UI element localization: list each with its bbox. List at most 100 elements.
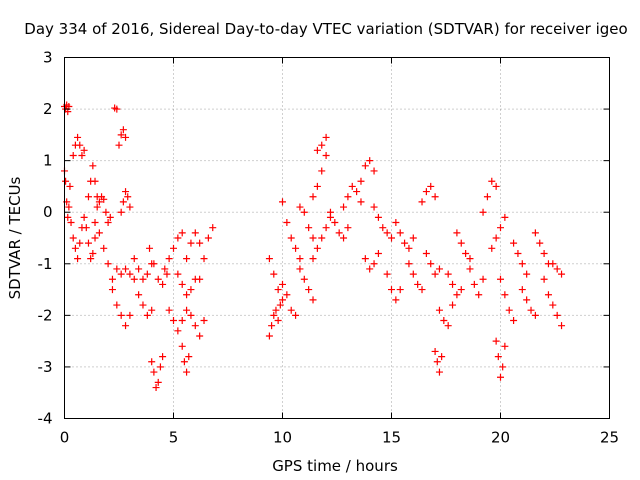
- data-point: [91, 177, 99, 185]
- data-point: [209, 224, 217, 232]
- data-point: [540, 249, 548, 257]
- data-point: [156, 363, 164, 371]
- data-point: [497, 275, 504, 283]
- data-point: [296, 265, 304, 273]
- data-point: [449, 301, 457, 309]
- data-point: [466, 255, 474, 263]
- data-point: [361, 162, 369, 170]
- data-point: [549, 260, 557, 268]
- data-point: [370, 203, 378, 211]
- data-point: [296, 255, 304, 263]
- grid: [64, 57, 610, 419]
- data-point: [309, 296, 317, 304]
- data-point: [187, 311, 195, 319]
- data-point: [279, 280, 286, 288]
- data-point: [331, 219, 339, 227]
- data-point: [553, 265, 561, 273]
- y-tick-label: -3: [38, 358, 53, 376]
- data-point: [435, 306, 443, 314]
- data-point: [479, 208, 487, 216]
- data-point: [558, 270, 566, 278]
- data-point: [154, 378, 162, 386]
- data-point: [457, 239, 465, 247]
- data-point: [78, 151, 86, 159]
- data-point: [536, 239, 544, 247]
- data-point: [283, 291, 291, 299]
- data-point: [187, 239, 195, 247]
- data-point: [119, 198, 127, 206]
- data-point: [170, 317, 177, 325]
- data-point: [143, 311, 151, 319]
- data-point: [497, 373, 504, 381]
- data-point: [163, 270, 171, 278]
- data-point: [113, 105, 121, 113]
- data-point: [427, 182, 435, 190]
- x-tick-label: 15: [382, 429, 401, 447]
- data-point: [108, 286, 116, 294]
- data-point: [405, 244, 413, 252]
- data-point: [124, 193, 132, 201]
- data-point: [76, 239, 84, 247]
- data-point: [183, 368, 191, 376]
- data-point: [392, 296, 400, 304]
- data-point: [453, 229, 461, 237]
- data-point: [374, 213, 382, 221]
- data-point: [272, 306, 280, 314]
- data-point: [309, 234, 317, 242]
- data-point: [87, 255, 95, 263]
- data-point: [322, 224, 330, 232]
- data-point: [313, 182, 321, 190]
- data-point: [64, 213, 72, 221]
- data-point: [531, 229, 539, 237]
- data-point: [115, 141, 123, 149]
- data-point: [501, 342, 509, 350]
- data-point: [309, 255, 317, 263]
- data-point: [492, 182, 500, 190]
- data-point: [357, 177, 365, 185]
- y-tick-label: 2: [43, 100, 53, 118]
- data-point: [106, 213, 114, 221]
- data-point: [154, 275, 162, 283]
- data-point: [268, 322, 276, 330]
- y-axis-title: SDTVAR / TECUs: [6, 176, 24, 299]
- data-point: [292, 311, 300, 319]
- data-point: [200, 255, 208, 263]
- data-point: [174, 270, 182, 278]
- data-point: [113, 265, 121, 273]
- data-point: [152, 384, 160, 392]
- data-point: [374, 249, 382, 257]
- data-point: [65, 203, 73, 211]
- data-point: [444, 270, 452, 278]
- data-point: [523, 296, 531, 304]
- data-point: [505, 306, 513, 314]
- data-point: [165, 255, 173, 263]
- data-point: [409, 234, 417, 242]
- data-point: [117, 208, 125, 216]
- data-point: [113, 301, 121, 309]
- y-tick-label: -4: [38, 410, 53, 428]
- data-point: [82, 224, 90, 232]
- data-point: [414, 280, 422, 288]
- axis-ticks: 0 5 10 15 20 25 -4 -3 -2 -1 0 1 2 3: [38, 49, 620, 447]
- data-point: [497, 224, 504, 232]
- x-tick-label: 20: [491, 429, 510, 447]
- data-point: [187, 286, 195, 294]
- data-point: [276, 301, 284, 309]
- data-point: [95, 198, 103, 206]
- data-point: [379, 224, 387, 232]
- data-point: [122, 188, 130, 196]
- data-point: [270, 311, 278, 319]
- data-point: [540, 275, 548, 283]
- data-point: [366, 265, 374, 273]
- data-point: [353, 188, 361, 196]
- data-point: [318, 234, 326, 242]
- data-point: [479, 275, 487, 283]
- plot-frame: [64, 57, 610, 419]
- data-point: [313, 244, 321, 252]
- data-point: [117, 131, 125, 139]
- data-point: [126, 203, 134, 211]
- data-point: [292, 244, 300, 252]
- data-point: [143, 270, 151, 278]
- data-point: [95, 229, 103, 237]
- data-point: [165, 306, 173, 314]
